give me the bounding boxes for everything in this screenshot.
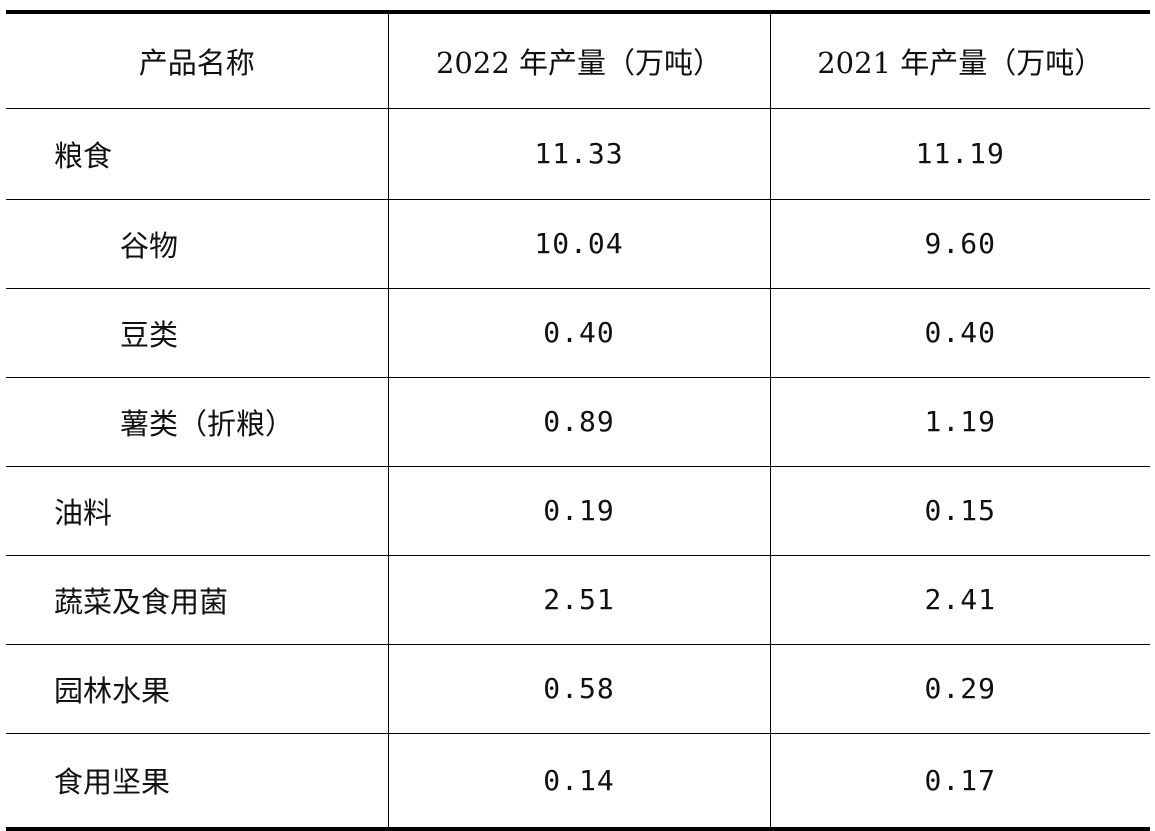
product-name-cell: 食用坚果 <box>6 733 388 831</box>
output-2021-cell: 0.40 <box>769 288 1150 378</box>
product-name-cell: 园林水果 <box>6 644 388 734</box>
product-name-cell: 薯类（折粮） <box>6 377 388 467</box>
table-row: 粮食 11.33 11.19 <box>6 108 1150 200</box>
output-2022-cell: 2.51 <box>387 555 770 645</box>
output-2022-cell: 10.04 <box>387 199 770 289</box>
output-2021-cell: 9.60 <box>769 199 1150 289</box>
output-2022-cell: 0.58 <box>387 644 770 734</box>
table-row: 园林水果 0.58 0.29 <box>6 644 1150 734</box>
product-name-cell: 粮食 <box>6 108 388 200</box>
product-name-cell: 蔬菜及食用菌 <box>6 555 388 645</box>
table-row: 豆类 0.40 0.40 <box>6 288 1150 378</box>
output-2022-cell: 0.40 <box>387 288 770 378</box>
table-row: 谷物 10.04 9.60 <box>6 199 1150 289</box>
output-2022-cell: 11.33 <box>387 108 770 200</box>
output-2022-cell: 0.14 <box>387 733 770 831</box>
output-2021-cell: 0.29 <box>769 644 1150 734</box>
output-2022-cell: 0.89 <box>387 377 770 467</box>
output-2021-cell: 0.15 <box>769 466 1150 556</box>
table-row: 蔬菜及食用菌 2.51 2.41 <box>6 555 1150 645</box>
output-2021-cell: 1.19 <box>769 377 1150 467</box>
table-header-row: 产品名称 2022 年产量（万吨） 2021 年产量（万吨） <box>6 10 1150 109</box>
output-2021-cell: 11.19 <box>769 108 1150 200</box>
product-name-cell: 豆类 <box>6 288 388 378</box>
table-row: 薯类（折粮） 0.89 1.19 <box>6 377 1150 467</box>
output-2022-cell: 0.19 <box>387 466 770 556</box>
header-product-name: 产品名称 <box>6 10 388 109</box>
table-row: 食用坚果 0.14 0.17 <box>6 733 1150 831</box>
product-name-cell: 谷物 <box>6 199 388 289</box>
header-2022-output: 2022 年产量（万吨） <box>387 10 770 109</box>
output-2021-cell: 2.41 <box>769 555 1150 645</box>
production-table: 产品名称 2022 年产量（万吨） 2021 年产量（万吨） 粮食 11.33 … <box>6 10 1150 831</box>
table-row: 油料 0.19 0.15 <box>6 466 1150 556</box>
output-2021-cell: 0.17 <box>769 733 1150 831</box>
product-name-cell: 油料 <box>6 466 388 556</box>
header-2021-output: 2021 年产量（万吨） <box>769 10 1150 109</box>
